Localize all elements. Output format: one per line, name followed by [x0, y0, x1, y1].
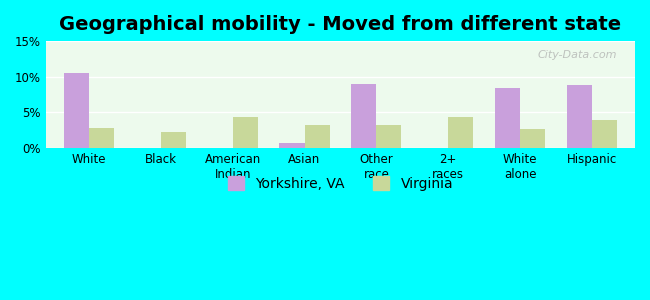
Legend: Yorkshire, VA, Virginia: Yorkshire, VA, Virginia	[222, 170, 459, 196]
Title: Geographical mobility - Moved from different state: Geographical mobility - Moved from diffe…	[59, 15, 621, 34]
Bar	[351, 84, 376, 148]
Bar	[495, 88, 520, 148]
Bar	[233, 116, 258, 148]
Bar	[161, 132, 186, 148]
Bar	[304, 125, 330, 148]
Bar	[89, 128, 114, 148]
Bar	[280, 143, 304, 148]
Bar	[592, 120, 617, 148]
Bar	[64, 73, 89, 148]
Bar	[376, 125, 402, 148]
Bar	[567, 85, 592, 148]
Text: City-Data.com: City-Data.com	[538, 50, 618, 60]
Bar	[448, 117, 473, 148]
Bar	[520, 129, 545, 148]
